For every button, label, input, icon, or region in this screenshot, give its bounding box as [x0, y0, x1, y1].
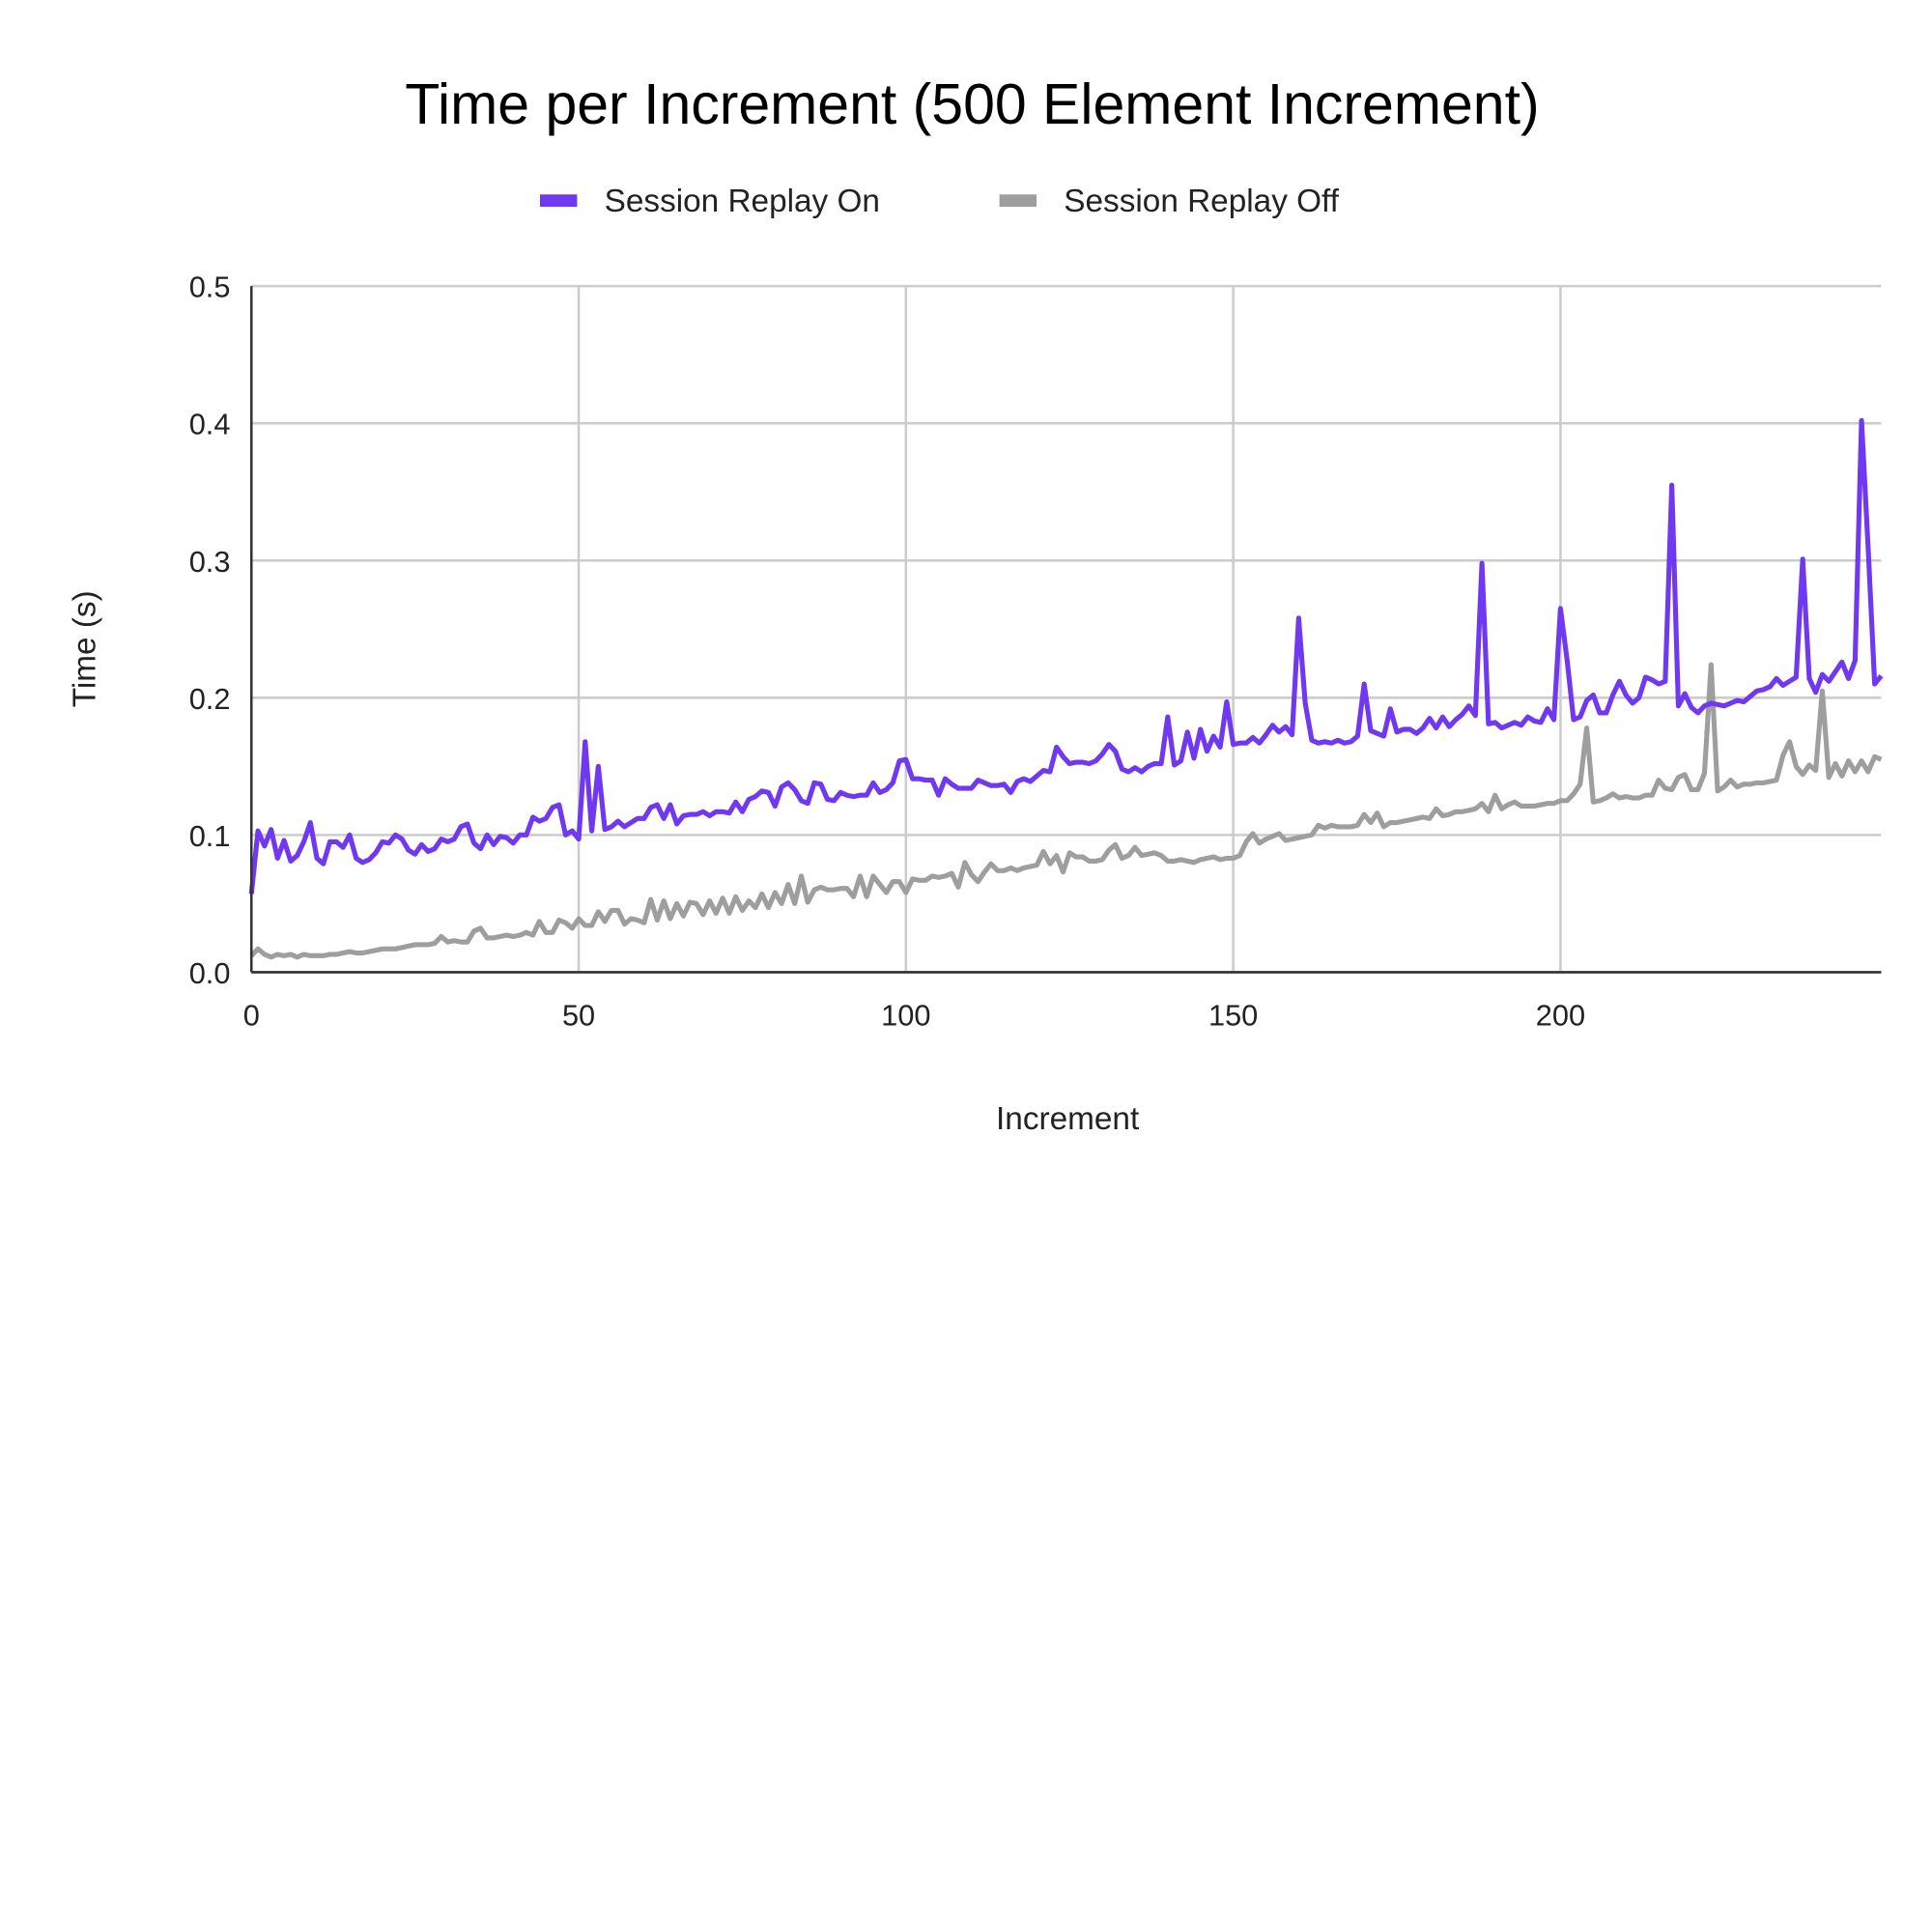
- x-tick-label: 0: [243, 999, 260, 1033]
- legend: Session Replay On Session Replay Off: [539, 184, 1340, 219]
- legend-label-on: Session Replay On: [605, 184, 880, 219]
- series-line-session-replay-off: [249, 662, 1883, 960]
- x-tick-label: 100: [881, 999, 930, 1033]
- legend-label-off: Session Replay Off: [1064, 184, 1339, 219]
- series-lines: [248, 417, 1884, 960]
- y-tick-label: 0.4: [189, 408, 231, 441]
- chart-title: Time per Increment (500 Element Incremen…: [405, 73, 1539, 136]
- y-tick-label: 0.5: [189, 270, 231, 304]
- x-tick-label: 150: [1208, 999, 1258, 1033]
- y-tick-label: 0.2: [189, 682, 231, 716]
- y-axis-ticks: 0.0 0.1 0.2 0.3 0.4 0.5: [189, 270, 231, 990]
- x-tick-label: 50: [562, 999, 595, 1033]
- series-line-session-replay-on: [248, 417, 1884, 895]
- y-axis-label: Time (s): [68, 590, 103, 707]
- y-tick-label: 0.1: [189, 819, 231, 853]
- x-axis-label: Increment: [996, 1101, 1140, 1137]
- y-tick-label: 0.3: [189, 545, 231, 579]
- x-tick-label: 200: [1536, 999, 1585, 1033]
- y-tick-label: 0.0: [189, 956, 231, 990]
- legend-swatch-off: [999, 194, 1037, 208]
- x-axis-ticks: 0 50 100 150 200: [243, 999, 1585, 1033]
- legend-swatch-on: [539, 194, 578, 208]
